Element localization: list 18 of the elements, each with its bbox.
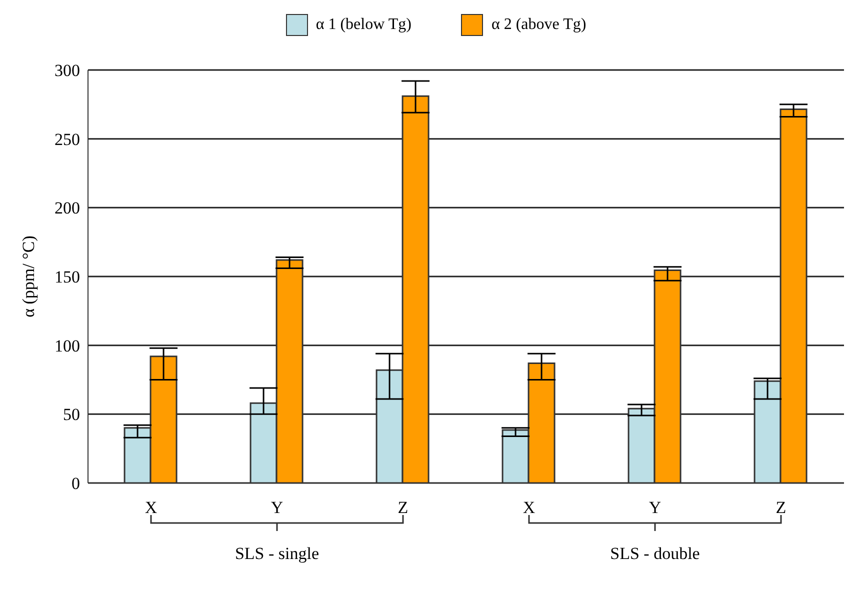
y-tick-label: 200 xyxy=(54,198,80,218)
x-tick-label: Z xyxy=(398,498,408,518)
y-tick-label: 150 xyxy=(54,268,80,287)
y-tick-label: 50 xyxy=(63,405,80,424)
x-tick-label: Z xyxy=(776,498,786,518)
y-tick-label: 300 xyxy=(54,61,80,80)
x-tick-label: Y xyxy=(270,498,284,518)
legend-label: α 1 (below Tg) xyxy=(316,16,412,34)
text: SLS - double xyxy=(610,544,700,563)
y-tick-label: 100 xyxy=(54,336,80,356)
legend-label: α 2 (above Tg) xyxy=(491,16,586,34)
x-tick-label: Y xyxy=(648,498,662,518)
y-axis-title: α (ppm/ °C) xyxy=(19,236,38,318)
y-tick-label: 0 xyxy=(72,474,80,494)
x-tick-label: X xyxy=(144,498,158,518)
y-tick-label: 250 xyxy=(54,130,80,149)
x-tick-label: X xyxy=(522,498,536,518)
text: SLS - single xyxy=(234,544,320,563)
